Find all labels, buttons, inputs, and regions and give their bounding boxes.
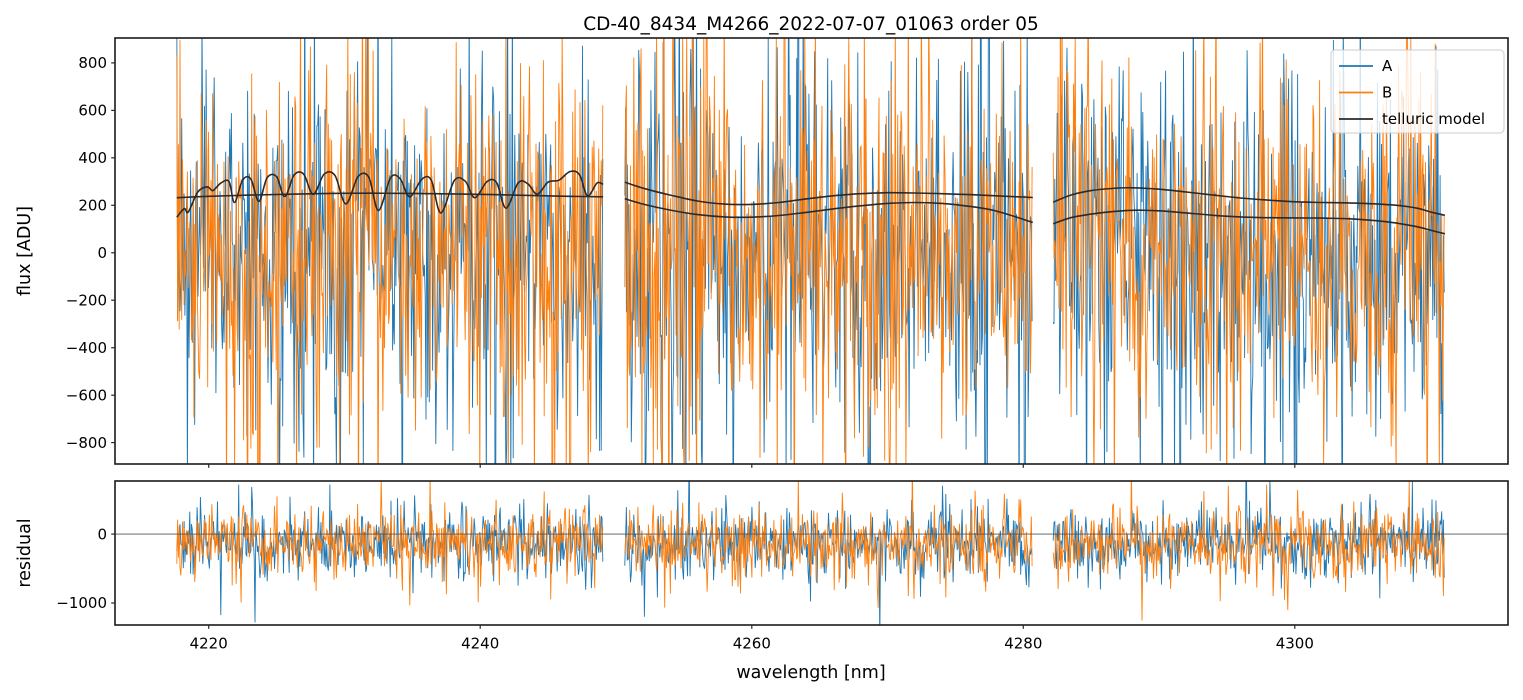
- telluric-model-line-1: [624, 181, 1033, 206]
- telluric-model-line-1: [176, 170, 604, 218]
- flux-y-tick-label: −800: [66, 434, 107, 452]
- series-A-residual-trace: [176, 481, 1445, 625]
- x-tick-label: 4260: [733, 635, 771, 653]
- residual-y-tick-label: 0: [97, 525, 107, 543]
- legend-label-B: B: [1382, 84, 1392, 102]
- telluric-model-line-2: [176, 192, 604, 199]
- residual-panel-frame: [114, 480, 1509, 626]
- telluric-model-line-2: [624, 197, 1034, 224]
- flux-y-tick-label: −600: [66, 386, 107, 404]
- flux-y-tick-label: 600: [78, 102, 107, 120]
- flux-y-tick-label: 200: [78, 197, 107, 215]
- flux-y-axis-label: flux [ADU]: [15, 206, 35, 296]
- flux-y-tick-label: 400: [78, 149, 107, 167]
- flux-y-tick-label: −400: [66, 339, 107, 357]
- chart-title: CD-40_8434_M4266_2022-07-07_01063 order …: [583, 14, 1039, 35]
- legend-box: [1330, 49, 1505, 134]
- telluric-model-line-2: [1052, 209, 1446, 235]
- flux-panel-frame: [114, 37, 1509, 465]
- telluric-model-line-1: [1052, 186, 1446, 217]
- x-tick-label: 4220: [190, 635, 228, 653]
- legend-label-telluric-model: telluric model: [1382, 110, 1485, 128]
- series-B-flux-trace: [176, 38, 1445, 464]
- flux-y-tick-label: 800: [78, 54, 107, 72]
- plot-content: [115, 38, 1508, 625]
- x-tick-label: 4240: [461, 635, 499, 653]
- x-tick-label: 4300: [1276, 635, 1314, 653]
- residual-y-tick-label: −1000: [56, 594, 107, 612]
- x-tick-label: 4280: [1004, 635, 1042, 653]
- x-axis-label: wavelength [nm]: [736, 663, 885, 683]
- axis-ticks: 800 600 400 200 0 −200 −400 −600 −800 4220 4240 426…: [56, 54, 1314, 652]
- flux-y-tick-label: −200: [66, 291, 107, 309]
- legend-label-A: A: [1382, 57, 1393, 75]
- residual-y-axis-label: residual: [15, 518, 35, 587]
- flux-y-tick-label: 0: [97, 244, 107, 262]
- legend: A B telluric model: [1330, 49, 1505, 134]
